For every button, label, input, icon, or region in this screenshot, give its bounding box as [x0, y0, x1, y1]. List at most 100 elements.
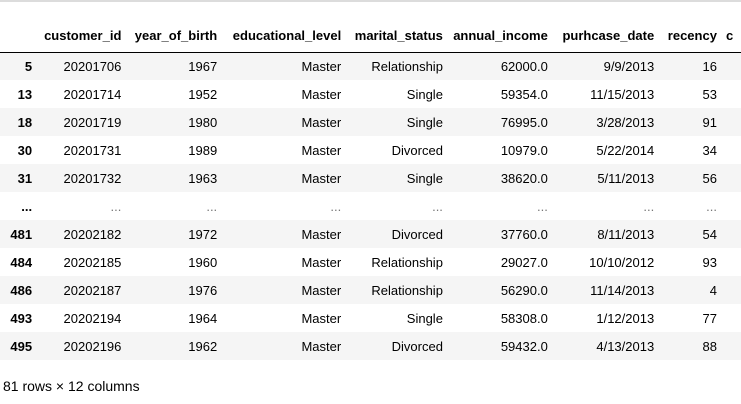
year-of-birth-cell: 1976	[188, 282, 218, 298]
purchase-date-cell: 9/9/2013	[603, 58, 655, 74]
table-row: 30 20201731 1989 Master Divorced 10979.0 5/22/…	[0, 136, 741, 164]
recency-cell: 56	[702, 170, 717, 186]
customer-id-cell: 20201732	[63, 170, 122, 186]
educational-level-cell: Master	[301, 86, 342, 102]
row-index: 31	[17, 170, 33, 186]
row-index: ...	[21, 198, 33, 214]
column-header-educational-level: educational_level	[222, 20, 347, 53]
recency-cell: 16	[702, 58, 717, 74]
customer-id-cell: 20202187	[63, 282, 122, 298]
row-index: 484	[10, 254, 33, 270]
year-of-birth-cell: 1972	[188, 226, 218, 242]
truncated-cell	[722, 192, 741, 220]
table-row: 18 20201719 1980 Master Single 76995.0 3/28/20…	[0, 108, 741, 136]
truncated-cell	[722, 220, 741, 248]
truncated-cell	[722, 276, 741, 304]
educational-level-cell: Master	[301, 254, 342, 270]
purchase-date-cell: 5/11/2013	[597, 170, 655, 186]
customer-id-cell: 20201714	[63, 86, 122, 102]
year-of-birth-cell: 1962	[188, 338, 218, 354]
table-row: 486 20202187 1976 Master Relationship 56290.0…	[0, 276, 741, 304]
column-header-recency: recency	[659, 20, 722, 53]
annual-income-cell: 59354.0	[500, 86, 548, 102]
annual-income-cell: 38620.0	[500, 170, 548, 186]
annual-income-cell: 56290.0	[500, 282, 548, 298]
year-of-birth-cell: 1980	[188, 114, 218, 130]
purchase-date-cell: 10/10/2012	[589, 254, 655, 270]
year-of-birth-cell: 1989	[188, 142, 218, 158]
column-header-marital-status: marital_status	[346, 20, 448, 53]
truncated-cell	[722, 304, 741, 332]
educational-level-cell: Master	[301, 310, 342, 326]
row-index: 18	[17, 114, 33, 130]
educational-level-cell: Master	[301, 142, 342, 158]
truncated-cell	[722, 164, 741, 192]
year-of-birth-cell: 1964	[188, 310, 218, 326]
recency-cell: 91	[702, 114, 717, 130]
row-index: 495	[10, 338, 33, 354]
purchase-date-cell: 3/28/2013	[596, 114, 655, 130]
marital-status-cell: Divorced	[391, 226, 443, 242]
row-index: 493	[10, 310, 33, 326]
recency-cell: 34	[702, 142, 717, 158]
table-body: 5 20201706 1967 Master Relationship 62000.0 9/…	[0, 52, 741, 360]
recency-cell: 53	[702, 86, 717, 102]
ellipsis-row: ........................	[0, 192, 741, 220]
customer-id-cell: 20201706	[63, 58, 122, 74]
purchase-date-cell: ...	[643, 198, 655, 214]
table-row: 484 20202185 1960 Master Relationship 29027.0…	[0, 248, 741, 276]
truncated-cell	[722, 108, 741, 136]
purchase-date-cell: 1/12/2013	[596, 310, 655, 326]
annual-income-cell: 62000.0	[500, 58, 548, 74]
educational-level-cell: ...	[330, 198, 342, 214]
marital-status-cell: Single	[406, 114, 443, 130]
recency-cell: 93	[702, 254, 717, 270]
educational-level-cell: Master	[301, 58, 342, 74]
customer-id-cell: ...	[110, 198, 122, 214]
marital-status-cell: Divorced	[391, 338, 443, 354]
customer-id-cell: 20202182	[63, 226, 122, 242]
row-index: 486	[10, 282, 33, 298]
marital-status-cell: Relationship	[371, 254, 443, 270]
recency-cell: 88	[702, 338, 717, 354]
customer-id-cell: 20202194	[63, 310, 122, 326]
table-row: 31 20201732 1963 Master Single 38620.0 5/11/20…	[0, 164, 741, 192]
marital-status-cell: Single	[406, 310, 443, 326]
row-index: 5	[24, 58, 33, 74]
truncated-cell	[722, 80, 741, 108]
educational-level-cell: Master	[301, 170, 342, 186]
column-header-annual-income: annual_income	[447, 20, 553, 53]
marital-status-cell: Relationship	[371, 58, 443, 74]
recency-cell: ...	[706, 198, 717, 214]
column-header-customer-id: customer_id	[37, 20, 127, 53]
cell-divider	[0, 0, 741, 2]
year-of-birth-cell: 1967	[188, 58, 218, 74]
recency-cell: 77	[702, 310, 717, 326]
row-index: 13	[17, 86, 33, 102]
educational-level-cell: Master	[301, 338, 342, 354]
year-of-birth-cell: 1952	[188, 86, 218, 102]
column-header-truncated: c	[721, 20, 741, 53]
purchase-date-cell: 4/13/2013	[596, 338, 655, 354]
year-of-birth-cell: ...	[206, 198, 218, 214]
customer-id-cell: 20201719	[63, 114, 122, 130]
annual-income-cell: 29027.0	[500, 254, 548, 270]
index-header	[0, 20, 38, 53]
educational-level-cell: Master	[301, 282, 342, 298]
column-header-year-of-birth: year_of_birth	[126, 20, 223, 53]
column-header-purchase-date: purhcase_date	[552, 20, 660, 53]
marital-status-cell: Single	[406, 170, 443, 186]
annual-income-cell: ...	[536, 198, 548, 214]
annual-income-cell: 37760.0	[500, 226, 548, 242]
table-row: 13 20201714 1952 Master Single 59354.0 11/15/2…	[0, 80, 741, 108]
table-row: 493 20202194 1964 Master Single 58308.0 1/12/2…	[0, 304, 741, 332]
recency-cell: 54	[702, 226, 717, 242]
customer-id-cell: 20201731	[63, 142, 122, 158]
annual-income-cell: 76995.0	[500, 114, 548, 130]
truncated-cell	[722, 248, 741, 276]
annual-income-cell: 58308.0	[500, 310, 548, 326]
table-row: 481 20202182 1972 Master Divorced 37760.0 8/11…	[0, 220, 741, 248]
year-of-birth-cell: 1963	[188, 170, 218, 186]
marital-status-cell: Single	[406, 86, 443, 102]
